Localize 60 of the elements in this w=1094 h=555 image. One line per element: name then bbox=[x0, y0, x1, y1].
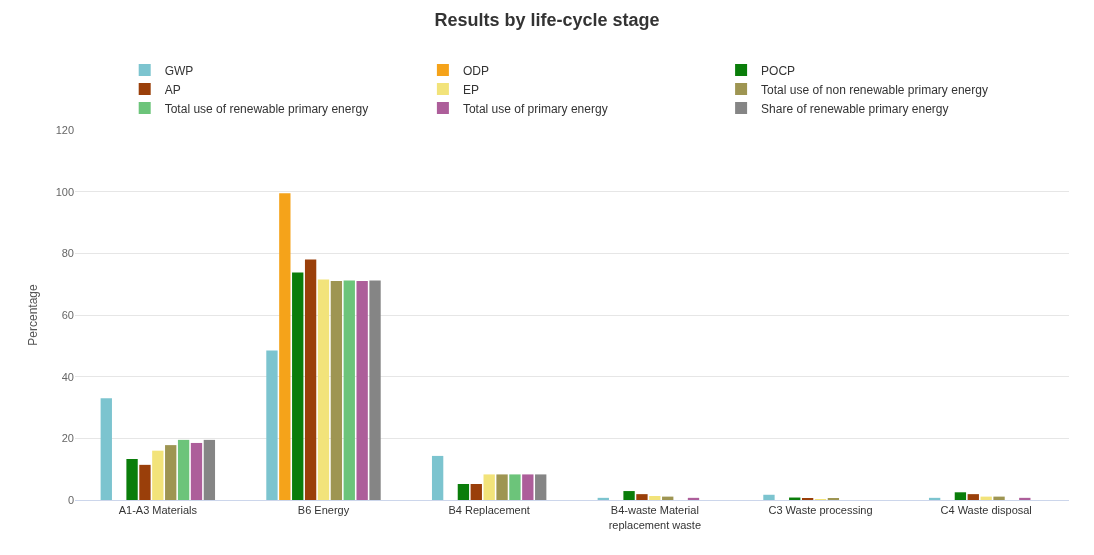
legend-label: AP bbox=[164, 82, 181, 97]
bar bbox=[369, 280, 381, 500]
y-tick-label: 60 bbox=[61, 308, 74, 321]
bar bbox=[431, 455, 444, 500]
bar bbox=[177, 439, 190, 500]
bar bbox=[597, 497, 609, 500]
bar bbox=[928, 497, 941, 500]
y-tick-label: 20 bbox=[61, 432, 74, 445]
bar bbox=[330, 281, 343, 500]
y-axis-title: Percentage bbox=[25, 283, 40, 346]
bar bbox=[1019, 497, 1031, 500]
bar bbox=[954, 492, 967, 500]
bar bbox=[100, 398, 112, 500]
bar bbox=[763, 494, 775, 500]
bar bbox=[623, 491, 635, 500]
x-tick-label: B6 Energy bbox=[297, 504, 350, 517]
bar bbox=[496, 474, 508, 500]
bar bbox=[687, 497, 700, 500]
bar bbox=[356, 281, 368, 500]
y-tick-label: 120 bbox=[55, 123, 74, 136]
bar bbox=[470, 483, 482, 500]
legend-label: POCP bbox=[761, 63, 796, 78]
bar bbox=[292, 272, 304, 500]
bar bbox=[139, 464, 151, 500]
bar bbox=[649, 495, 661, 500]
legend-label: Total use of non renewable primary energy bbox=[761, 82, 988, 97]
y-tick-label: 100 bbox=[55, 185, 74, 198]
bar bbox=[190, 442, 203, 500]
x-tick-label: B4 Replacement bbox=[448, 504, 530, 517]
bar bbox=[266, 350, 278, 500]
bar bbox=[152, 450, 164, 500]
legend-label: Total use of renewable primary energy bbox=[164, 101, 369, 116]
y-tick-label: 40 bbox=[61, 370, 74, 383]
y-tick-label: 0 bbox=[67, 493, 74, 506]
bar bbox=[636, 494, 648, 500]
bar bbox=[317, 279, 330, 500]
bar bbox=[304, 259, 317, 500]
legend-label: Total use of primary energy bbox=[462, 101, 608, 116]
x-tick-label: A1-A3 Materials bbox=[118, 504, 198, 517]
bar bbox=[165, 445, 177, 500]
legend-label: Share of renewable primary energy bbox=[761, 101, 949, 116]
legend-label: GWP bbox=[164, 63, 194, 78]
bar bbox=[522, 474, 534, 500]
x-tick-label: C3 Waste processing bbox=[768, 504, 873, 517]
bar bbox=[483, 474, 495, 500]
bar bbox=[535, 474, 547, 500]
y-tick-label: 80 bbox=[61, 247, 74, 260]
legend-label: ODP bbox=[462, 63, 489, 78]
x-tick-label: B4-waste Material replacement waste bbox=[608, 504, 701, 531]
bar bbox=[967, 494, 979, 500]
bar bbox=[457, 483, 470, 500]
bar bbox=[993, 496, 1005, 500]
bar bbox=[203, 439, 216, 500]
bar bbox=[279, 193, 291, 500]
chart-title: Results by life-cycle stage bbox=[434, 10, 660, 31]
bar bbox=[126, 458, 138, 500]
x-tick-label: C4 Waste disposal bbox=[940, 504, 1032, 517]
legend-label: EP bbox=[462, 82, 479, 97]
bar bbox=[343, 280, 355, 500]
bar bbox=[509, 474, 521, 500]
